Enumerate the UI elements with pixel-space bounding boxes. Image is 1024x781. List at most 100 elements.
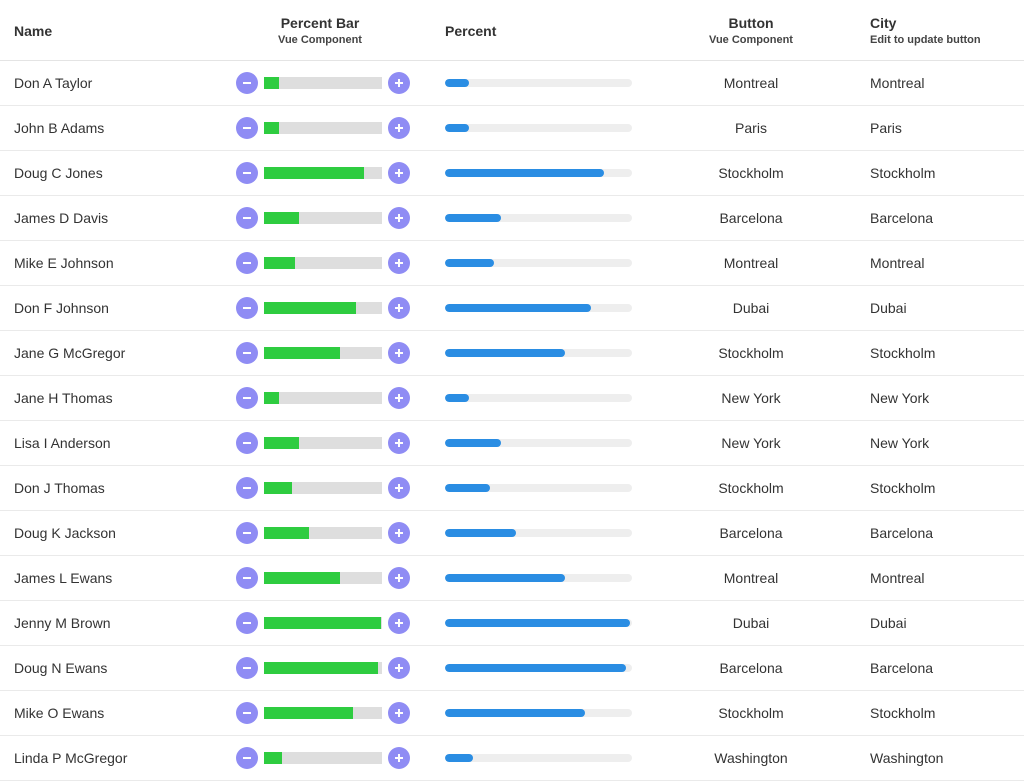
decrement-button[interactable] (236, 387, 258, 409)
decrement-button[interactable] (236, 207, 258, 229)
city-button[interactable]: Montreal (723, 570, 779, 586)
city-cell[interactable]: Washington (870, 750, 944, 766)
decrement-button[interactable] (236, 612, 258, 634)
name-cell[interactable]: Mike E Johnson (14, 255, 114, 271)
percent-bar-track (264, 572, 382, 584)
header-button[interactable]: Button Vue Component (668, 0, 834, 60)
city-cell[interactable]: Montreal (870, 75, 925, 91)
city-button[interactable]: Stockholm (718, 705, 784, 721)
percent-bar-cell (236, 421, 412, 465)
decrement-button[interactable] (236, 702, 258, 724)
city-cell[interactable]: Stockholm (870, 165, 936, 181)
increment-button[interactable] (388, 162, 410, 184)
increment-button[interactable] (388, 612, 410, 634)
percent-progress-fill (445, 214, 502, 222)
name-cell[interactable]: James L Ewans (14, 570, 113, 586)
decrement-button[interactable] (236, 477, 258, 499)
name-cell[interactable]: Don F Johnson (14, 300, 109, 316)
city-cell[interactable]: New York (870, 390, 930, 406)
decrement-button[interactable] (236, 747, 258, 769)
name-cell[interactable]: Don A Taylor (14, 75, 93, 91)
minus-icon (242, 708, 252, 718)
city-button[interactable]: Barcelona (719, 525, 783, 541)
increment-button[interactable] (388, 207, 410, 229)
name-cell[interactable]: Linda P McGregor (14, 750, 128, 766)
city-button[interactable]: Montreal (723, 75, 779, 91)
name-cell[interactable]: Doug N Ewans (14, 660, 108, 676)
increment-button[interactable] (388, 387, 410, 409)
name-cell[interactable]: Doug C Jones (14, 165, 103, 181)
increment-button[interactable] (388, 477, 410, 499)
minus-icon (242, 618, 252, 628)
city-button[interactable]: Stockholm (718, 480, 784, 496)
increment-button[interactable] (388, 747, 410, 769)
header-city[interactable]: City Edit to update button (870, 0, 1020, 60)
name-cell[interactable]: Mike O Ewans (14, 705, 105, 721)
decrement-button[interactable] (236, 72, 258, 94)
increment-button[interactable] (388, 297, 410, 319)
minus-icon (242, 348, 252, 358)
header-city-subtitle: Edit to update button (870, 34, 981, 46)
city-button[interactable]: New York (721, 390, 781, 406)
city-button[interactable]: Dubai (732, 615, 770, 631)
city-cell[interactable]: Paris (870, 120, 902, 136)
name-cell[interactable]: Lisa I Anderson (14, 435, 111, 451)
decrement-button[interactable] (236, 252, 258, 274)
header-percent-bar[interactable]: Percent Bar Vue Component (230, 0, 410, 60)
increment-button[interactable] (388, 252, 410, 274)
increment-button[interactable] (388, 702, 410, 724)
city-button[interactable]: Barcelona (719, 210, 783, 226)
city-cell[interactable]: Montreal (870, 255, 925, 271)
increment-button[interactable] (388, 567, 410, 589)
decrement-button[interactable] (236, 522, 258, 544)
city-button[interactable]: Washington (714, 750, 788, 766)
decrement-button[interactable] (236, 162, 258, 184)
city-button[interactable]: Paris (735, 120, 767, 136)
name-cell[interactable]: James D Davis (14, 210, 109, 226)
name-cell[interactable]: John B Adams (14, 120, 105, 136)
city-cell[interactable]: New York (870, 435, 930, 451)
header-name[interactable]: Name (14, 0, 214, 60)
name-cell[interactable]: Jane H Thomas (14, 390, 113, 406)
city-cell[interactable]: Montreal (870, 570, 925, 586)
city-cell[interactable]: Barcelona (870, 210, 934, 226)
city-button[interactable]: Dubai (732, 300, 770, 316)
decrement-button[interactable] (236, 657, 258, 679)
decrement-button[interactable] (236, 342, 258, 364)
increment-button[interactable] (388, 72, 410, 94)
city-cell[interactable]: Stockholm (870, 345, 936, 361)
percent-bar-cell (236, 331, 412, 375)
increment-button[interactable] (388, 657, 410, 679)
city-button[interactable]: New York (721, 435, 781, 451)
increment-button[interactable] (388, 522, 410, 544)
city-button[interactable]: Stockholm (718, 165, 784, 181)
header-percent[interactable]: Percent (445, 0, 645, 60)
decrement-button[interactable] (236, 567, 258, 589)
increment-button[interactable] (388, 117, 410, 139)
decrement-button[interactable] (236, 432, 258, 454)
decrement-button[interactable] (236, 117, 258, 139)
city-cell[interactable]: Stockholm (870, 705, 936, 721)
plus-icon (394, 168, 404, 178)
city-cell[interactable]: Stockholm (870, 480, 936, 496)
name-cell[interactable]: Jenny M Brown (14, 615, 111, 631)
header-button-title: Button (728, 15, 774, 31)
city-button[interactable]: Stockholm (718, 345, 784, 361)
city-cell[interactable]: Barcelona (870, 660, 934, 676)
name-cell[interactable]: Don J Thomas (14, 480, 105, 496)
increment-button[interactable] (388, 432, 410, 454)
percent-bar-fill (264, 392, 280, 404)
percent-bar-cell (236, 286, 412, 330)
city-button[interactable]: Montreal (723, 255, 779, 271)
name-cell[interactable]: Jane G McGregor (14, 345, 126, 361)
percent-cell (445, 646, 632, 690)
percent-bar-cell (236, 151, 412, 195)
name-cell[interactable]: Doug K Jackson (14, 525, 116, 541)
city-cell[interactable]: Dubai (870, 615, 907, 631)
percent-bar-fill (264, 617, 381, 629)
decrement-button[interactable] (236, 297, 258, 319)
city-cell[interactable]: Barcelona (870, 525, 934, 541)
increment-button[interactable] (388, 342, 410, 364)
city-button[interactable]: Barcelona (719, 660, 783, 676)
city-cell[interactable]: Dubai (870, 300, 907, 316)
